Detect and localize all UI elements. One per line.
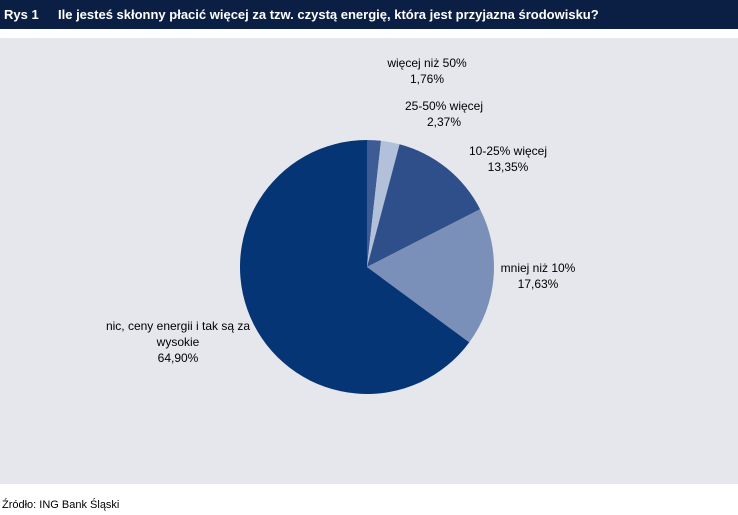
pie-slice (240, 140, 470, 394)
category-label: mniej niż 10% (500, 261, 576, 275)
chart (240, 140, 494, 394)
slice-label: więcej niż 50% 1,76% (387, 55, 466, 87)
value-label: 2,37% (426, 115, 462, 129)
pie-slice (367, 144, 481, 267)
value-label: 64,90% (157, 351, 199, 365)
value-label: 17,63% (517, 277, 559, 291)
slice-label: 10-25% więcej 13,35% (469, 143, 547, 175)
category-label: 25-50% więcej (404, 99, 484, 113)
slice-label: nic, ceny energii i tak są za wysokie 64,… (103, 318, 253, 366)
title-bar: Rys 1 Ile jesteś skłonny płacić więcej z… (0, 0, 738, 29)
slice-label: mniej niż 10% 17,63% (501, 260, 576, 292)
value-label: 1,76% (409, 72, 445, 86)
pie-slice (367, 209, 494, 343)
category-label: nic, ceny energii i tak są za wysokie (105, 319, 251, 349)
source: Źródło: ING Bank Śląski (2, 499, 120, 511)
value-label: 13,35% (487, 160, 529, 174)
pie-slice (367, 140, 382, 267)
slice-label: 25-50% więcej 2,37% (405, 98, 483, 130)
plot-area: więcej niż 50% 1,76% 25-50% więcej 2,37% 10-… (0, 38, 738, 484)
figure-label: Rys 1 (4, 7, 39, 22)
category-label: 10-25% więcej (468, 144, 548, 158)
category-label: więcej niż 50% (387, 56, 467, 70)
chart-title: Ile jesteś skłonny płacić więcej za tzw.… (58, 7, 599, 22)
pie-slice (367, 140, 400, 267)
